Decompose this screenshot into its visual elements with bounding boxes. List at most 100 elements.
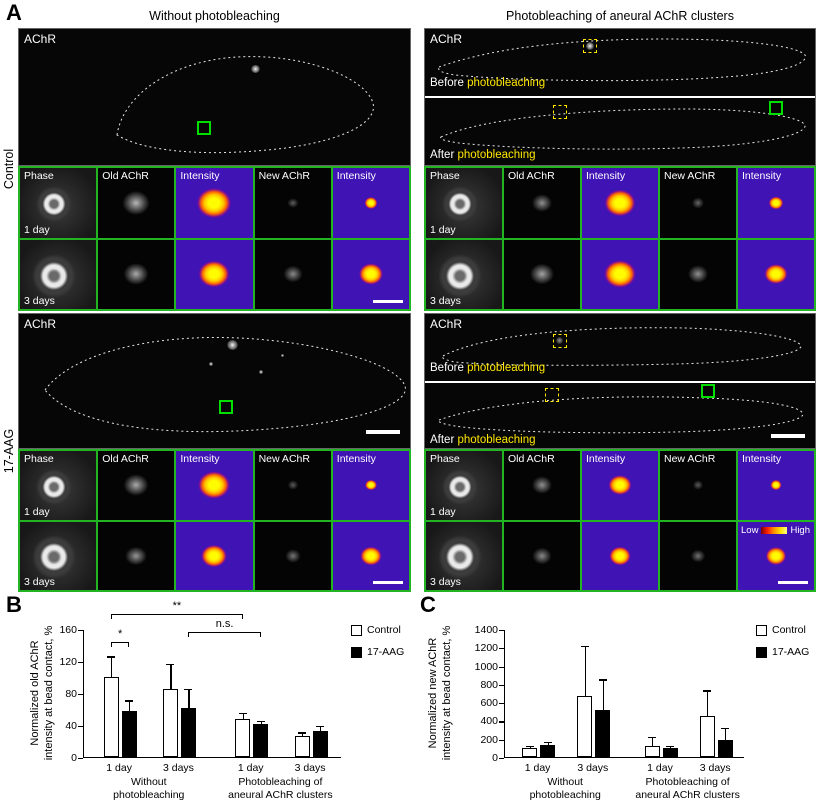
intensity-blob: [195, 469, 233, 502]
achr-blob: [119, 187, 154, 218]
bead-contact-box: [219, 400, 233, 414]
micro-grid-control-nopb: Phase 1 day Old AChR Intensity New AChR Inten…: [18, 166, 411, 311]
legend-label: 17-AAG: [367, 646, 405, 658]
cell-header: Intensity: [742, 453, 782, 465]
y-tick-mark: [78, 630, 83, 632]
achr-label: AChR: [430, 32, 463, 46]
error-bar-cap: [238, 713, 247, 715]
y-tick-mark: [78, 726, 83, 728]
y-tick-label: 160: [59, 624, 77, 636]
bleach-target-box: [583, 39, 597, 53]
grid-cell-old: [98, 239, 175, 309]
column-header-photobleaching: Photobleaching of aneural AChR clusters: [506, 9, 734, 23]
colorbar-gradient: [761, 526, 788, 534]
bar-control: [699, 715, 715, 757]
grid-cell-old: [504, 239, 580, 309]
y-tick-mark: [78, 758, 83, 760]
time-label: 1 day: [430, 505, 456, 518]
achr-blob: [529, 474, 555, 497]
x-group-label: 3 days: [162, 762, 194, 774]
error-bar-cap: [256, 721, 265, 723]
phase-bead: [32, 535, 77, 580]
time-label: 3 days: [430, 295, 461, 307]
cell-header: Old AChR: [102, 453, 149, 465]
achr-image-control-pb: AChR Before photobleaching After photobl…: [424, 28, 816, 166]
grid-cell-old: Old AChR: [504, 168, 580, 238]
grid-cell-int: Intensity: [582, 451, 658, 520]
bead-contact-box: [197, 121, 211, 135]
cell-header: Intensity: [180, 453, 220, 465]
panel-b-label: B: [6, 592, 22, 617]
achr-label: AChR: [24, 317, 57, 331]
cell-header: New AChR: [258, 170, 310, 182]
grid-cell-int: Intensity: [176, 451, 253, 520]
photobleaching-word: photobleaching: [467, 77, 546, 89]
error-bar: [170, 663, 172, 690]
condition-label-line: Photobleaching of: [238, 776, 323, 788]
error-bar-cap: [703, 690, 712, 692]
time-label: 3 days: [430, 576, 461, 588]
bleach-target-box: [545, 388, 559, 402]
significance-label: **: [172, 600, 182, 612]
grid-cell-int: Intensity: [738, 168, 814, 238]
panel-c-label: C: [420, 592, 436, 617]
significance-bracket: [188, 631, 261, 637]
error-bar: [188, 689, 190, 710]
scale-bar: [778, 580, 808, 584]
bar-control: [162, 689, 178, 757]
error-bar: [529, 746, 531, 749]
bleach-target-box: [553, 334, 567, 348]
grid-cell-int: [332, 521, 409, 590]
grid-cell-phase: 3 days: [20, 239, 97, 309]
grid-cell-new: New AChR: [254, 168, 331, 238]
achr-blob: [530, 545, 554, 567]
legend-label: Control: [772, 624, 806, 636]
y-tick-mark: [499, 630, 504, 632]
after-word: After: [430, 149, 455, 161]
y-tick-label: 200: [480, 733, 498, 746]
grid-cell-int: Intensity: [738, 451, 814, 520]
photobleaching-word: photobleaching: [457, 434, 536, 446]
intensity-blob: [196, 258, 233, 290]
error-bar-cap: [666, 746, 674, 748]
grid-cell-phase: Phase 1 day: [426, 451, 502, 520]
bar-17-aag: [595, 710, 611, 757]
y-tick-mark: [499, 721, 504, 723]
micro-grid-control-pb: Phase 1 day Old AChR Intensity New AChR Inten…: [424, 166, 816, 311]
grid-cell-int: Low High: [738, 521, 814, 590]
before-after-divider: [425, 96, 815, 98]
y-axis-label-line: intensity at bead contact, %: [441, 625, 454, 761]
cell-header: Phase: [430, 170, 460, 182]
cell-header: Old AChR: [508, 170, 555, 182]
scale-bar: [366, 430, 400, 434]
condition-label-line: Without: [547, 776, 583, 788]
error-bar-cap: [543, 742, 552, 744]
plot-area: [504, 630, 744, 758]
y-tick-mark: [499, 666, 504, 668]
muscle-cell-outline: [44, 336, 406, 433]
intensity-blob: [358, 544, 384, 567]
condition-label-line: aneural AChR clusters: [635, 789, 740, 802]
y-tick-label: 1400: [474, 624, 498, 636]
achr-image-17aag-pb: AChR Before photobleaching After photobl…: [424, 313, 816, 449]
y-tick-mark: [499, 739, 504, 741]
grid-cell-int: Intensity: [332, 168, 409, 238]
error-bar: [302, 732, 304, 738]
cell-header: New AChR: [664, 453, 716, 465]
grid-cell-old: Old AChR: [98, 168, 175, 238]
grid-cell-old: Old AChR: [98, 451, 175, 520]
achr-speckle: [281, 354, 284, 357]
grid-cell-phase: Phase 1 day: [426, 168, 502, 238]
grid-cell-new: [254, 521, 331, 590]
error-bar: [242, 713, 244, 720]
achr-blob: [280, 263, 305, 285]
error-bar-cap: [525, 746, 534, 748]
error-bar: [584, 645, 586, 697]
intensity-blob: [606, 473, 634, 497]
grid-cell-new: New AChR: [660, 168, 736, 238]
y-tick-label: 600: [480, 697, 498, 710]
grid-cell-new: [660, 239, 736, 309]
error-bar: [129, 700, 131, 713]
y-tick-label: 120: [59, 656, 77, 668]
y-tick-label: 1200: [474, 642, 498, 655]
